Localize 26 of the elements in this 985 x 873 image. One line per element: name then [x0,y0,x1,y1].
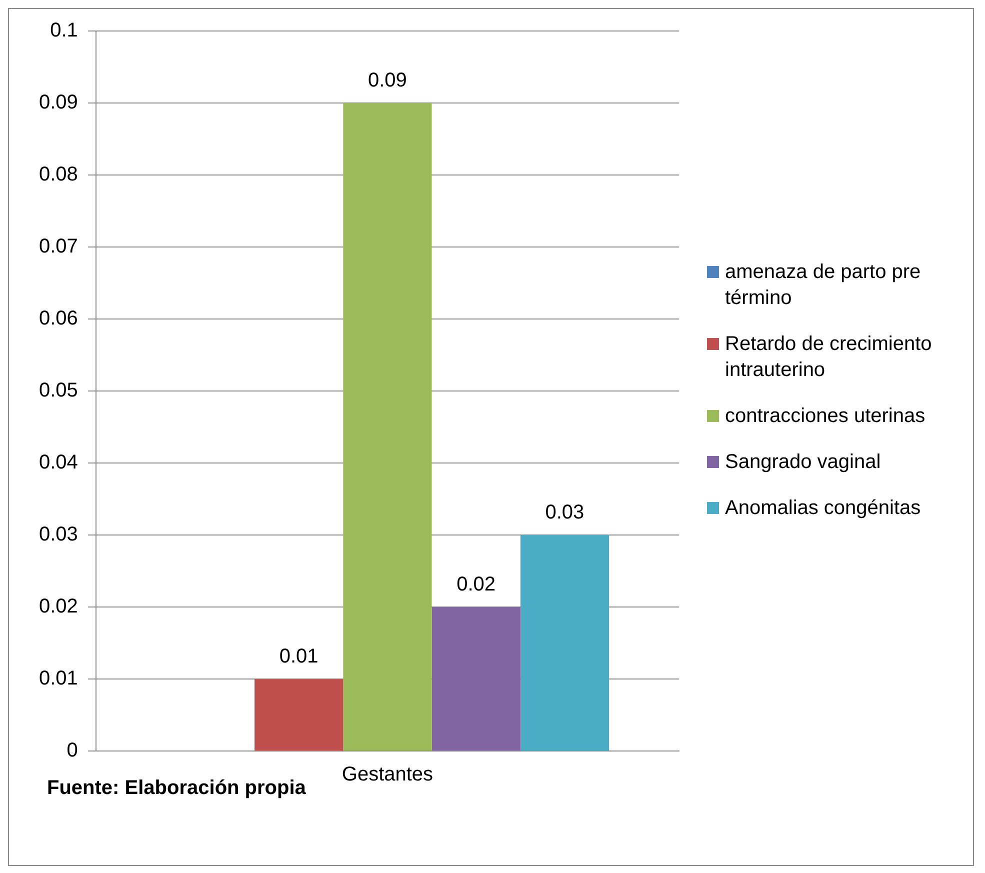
legend-label: Retardo de crecimiento intrauterino [725,332,933,383]
y-tick-label: 0.04 [38,452,78,474]
y-tick-label: 0 [66,740,78,762]
x-tick-label: Gestantes [342,764,434,786]
y-tick-label: 0.05 [38,380,78,402]
legend-label: amenaza de parto pre término [725,260,922,311]
y-tick-label: 0.07 [38,236,78,258]
y-tick-label: 0.1 [50,20,78,42]
bar [254,679,344,750]
y-tick-label: 0.03 [38,524,78,546]
y-tick-label: 0.08 [38,164,78,186]
y-tick-label: 0.09 [38,92,78,114]
source-note: Fuente: Elaboración propia [47,777,306,800]
bar [432,607,520,750]
bar [520,535,610,750]
legend-label: Sangrado vaginal [725,450,881,475]
data-label: 0.02 [456,574,496,596]
data-label: 0.03 [545,502,584,524]
legend-label: Anomalias congénitas [725,496,921,521]
y-tick-label: 0.01 [38,668,78,690]
data-label: 0.09 [368,70,407,92]
y-tick-label: 0.02 [38,596,78,618]
data-label: 0.01 [279,646,318,668]
y-tick-label: 0.06 [38,308,78,330]
bar [343,103,432,750]
legend-label: contracciones uterinas [725,404,926,429]
